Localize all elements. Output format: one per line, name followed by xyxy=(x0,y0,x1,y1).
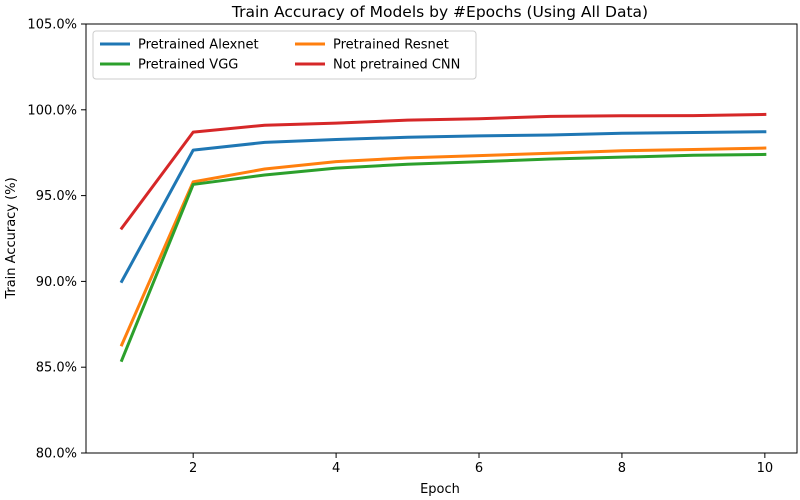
plot-frame xyxy=(85,23,798,454)
legend-label-pretrained-vgg: Pretrained VGG xyxy=(138,58,238,73)
series-line-pretrained-vgg xyxy=(119,152,767,363)
series-line-pretrained-alexnet xyxy=(119,130,767,284)
x-tick-label: 2 xyxy=(189,461,197,476)
x-axis-label: Epoch xyxy=(420,482,460,497)
x-tick-label: 10 xyxy=(757,461,774,476)
y-tick-label: 80.0% xyxy=(36,447,77,462)
series-layer xyxy=(119,112,767,363)
y-tick-label: 95.0% xyxy=(36,189,77,204)
series-line-not-pretrained-cnn xyxy=(119,112,767,231)
y-axis: 80.0% 85.0% 90.0% 95.0% 100.0% 105.0% xyxy=(27,18,86,462)
legend-label-not-pretrained-cnn: Not pretrained CNN xyxy=(333,58,460,73)
y-tick-label: 90.0% xyxy=(36,275,77,290)
y-tick-label: 105.0% xyxy=(27,18,77,33)
y-tick-label: 100.0% xyxy=(27,103,77,118)
x-tick-label: 8 xyxy=(618,461,626,476)
legend-box xyxy=(92,30,477,80)
legend-label-pretrained-alexnet: Pretrained Alexnet xyxy=(138,38,259,53)
legend: Pretrained Alexnet Pretrained Resnet Pretr… xyxy=(92,30,477,80)
x-tick-label: 4 xyxy=(332,461,340,476)
chart-title: Train Accuracy of Models by #Epochs (Usi… xyxy=(231,3,648,21)
y-axis-label: Train Accuracy (%) xyxy=(4,177,19,299)
x-axis: 2 4 6 8 10 xyxy=(189,453,773,476)
series-line-pretrained-resnet xyxy=(119,146,767,347)
x-tick-label: 6 xyxy=(475,461,483,476)
legend-label-pretrained-resnet: Pretrained Resnet xyxy=(333,38,449,53)
y-tick-label: 85.0% xyxy=(36,361,77,376)
